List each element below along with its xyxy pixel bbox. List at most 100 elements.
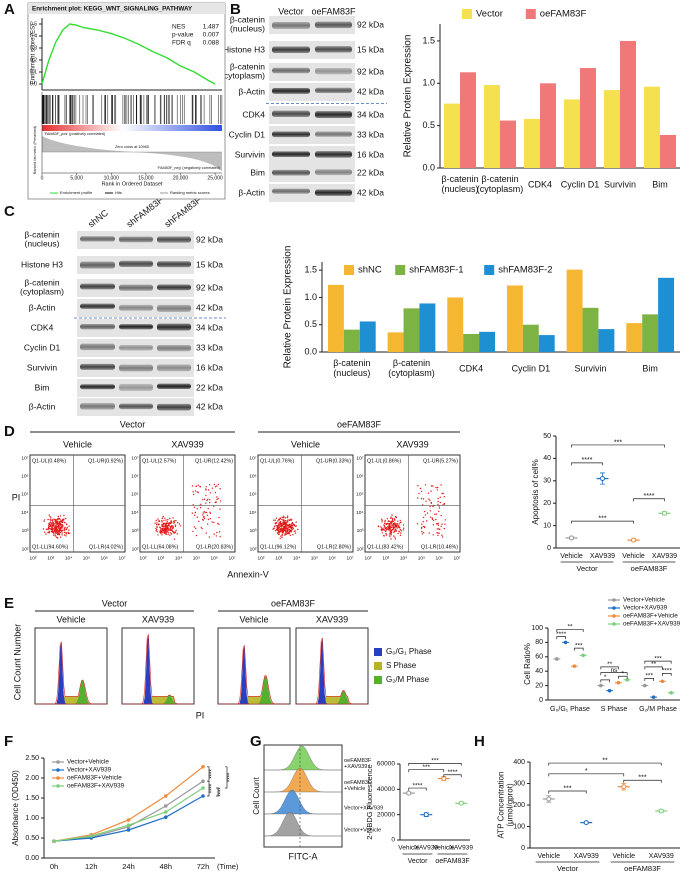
blot-row-label: Bim [35, 382, 50, 392]
y-tick-label: 50 [543, 433, 551, 440]
blot-band [80, 363, 115, 370]
event-dot [403, 527, 405, 529]
event-dot [163, 531, 166, 534]
quadrant-label: Q1-LR(10.46%) [421, 544, 458, 550]
significance-bracket [600, 666, 619, 670]
plot-frame [29, 454, 126, 553]
panel-label: A [4, 1, 15, 18]
x-tick-label: 10⁵ [311, 555, 318, 561]
event-dot [211, 521, 213, 523]
event-dot [57, 518, 59, 520]
event-dot [195, 527, 197, 530]
event-dot [284, 529, 286, 532]
event-dot [283, 528, 285, 530]
blot-band [80, 343, 115, 351]
event-dot [380, 529, 382, 531]
event-dot [385, 523, 387, 525]
event-dot [214, 491, 217, 494]
event-dot [206, 523, 209, 525]
event-dot [203, 498, 206, 500]
y-tick-label: 0.3 [30, 45, 37, 51]
blot-row-label: Histone H3 [21, 259, 63, 269]
significance-label: ns [611, 667, 619, 674]
y-tick-label: 60000 [377, 761, 395, 768]
event-dot [58, 533, 61, 536]
blot-row-label: β-catenin (cytoplasm) [20, 278, 64, 297]
event-dot [173, 520, 175, 522]
event-dot [49, 518, 51, 521]
event-dot [63, 514, 65, 517]
x-axis-label: Annexin-V [227, 569, 269, 579]
x-tick-label: Survivin [604, 179, 636, 189]
bar [419, 303, 436, 352]
y-tick-label: 10³ [22, 528, 29, 534]
point [546, 796, 552, 802]
legend-swatch [525, 9, 536, 19]
event-dot [397, 532, 399, 535]
event-dot [59, 523, 61, 526]
event-dot [167, 519, 169, 521]
y-tick-label: 10⁶ [21, 473, 28, 479]
event-dot [207, 508, 209, 510]
blot-strip [269, 184, 355, 202]
bar [626, 323, 643, 352]
group-label: oeFAM83F [631, 564, 668, 573]
significance-bracket [548, 773, 625, 777]
point [201, 794, 205, 798]
event-dot [208, 536, 211, 538]
event-dot [197, 484, 199, 486]
event-dot [171, 529, 173, 532]
significance-bracket [644, 678, 654, 681]
event-dot [66, 523, 68, 525]
x-tick-label: Vehicle [537, 853, 560, 860]
legend-swatch [344, 265, 354, 275]
event-dot [65, 535, 67, 537]
event-dot [56, 536, 58, 539]
x-tick-label: 10⁷ [118, 555, 125, 561]
x-tick-label: Survivin [574, 363, 606, 373]
event-dot [439, 496, 441, 498]
event-dot [66, 526, 69, 529]
event-dot [443, 527, 445, 530]
event-dot [209, 499, 211, 501]
event-dot [281, 533, 283, 536]
legend-label: oeFAM83F+Vehicle [623, 613, 678, 620]
event-dot [283, 515, 285, 517]
event-dot [277, 523, 280, 525]
x-tick-label: 10⁶ [211, 555, 218, 561]
event-dot [279, 520, 282, 523]
x-tick-label: 10⁷ [453, 555, 460, 561]
blot-strip [269, 83, 355, 101]
histogram-outline [35, 641, 107, 705]
y-tick-label: 10⁴ [356, 510, 363, 516]
event-dot [394, 536, 396, 539]
gsea-stat-name: NES [172, 24, 186, 31]
significance-label: ** [567, 624, 573, 631]
event-dot [395, 523, 397, 525]
y-tick-label: 40 [543, 455, 551, 462]
event-dot [166, 531, 168, 533]
event-dot [388, 520, 390, 522]
x-tick-label: 10⁷ [228, 555, 235, 561]
event-dot [192, 530, 194, 533]
ridge-label: Vector+Vehicle [344, 827, 381, 833]
event-dot [156, 529, 158, 531]
event-dot [384, 526, 386, 528]
significance-bracket [556, 629, 584, 632]
event-dot [64, 526, 66, 529]
significance-label: **** [644, 493, 655, 500]
quadrant-label: Q1-UL(2.57%) [142, 458, 176, 464]
event-dot [297, 528, 299, 531]
y-tick-label: 10² [132, 546, 139, 552]
event-dot [209, 511, 211, 513]
event-dot [53, 527, 55, 529]
blot-band [80, 261, 115, 269]
event-dot [172, 517, 174, 519]
event-dot [52, 525, 54, 527]
event-dot [208, 489, 210, 491]
event-dot [209, 501, 211, 504]
point [52, 839, 56, 843]
plot-frame [139, 454, 236, 553]
histogram-s [122, 696, 194, 704]
event-dot [67, 532, 70, 535]
